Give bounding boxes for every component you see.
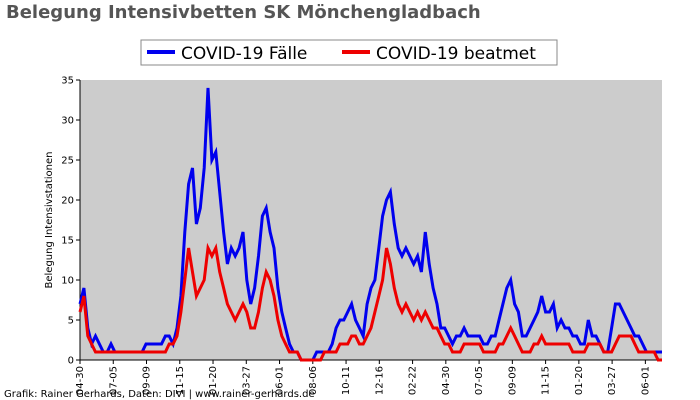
y-tick-label: 20 (61, 196, 74, 207)
x-tick-label: 01-20 (208, 366, 219, 395)
y-axis-label: Belegung Intensivstationen (44, 151, 55, 288)
x-tick-label: 12-16 (374, 366, 385, 395)
x-tick-label: 07-05 (108, 366, 119, 395)
legend-label-cases: COVID-19 Fälle (181, 44, 307, 64)
credit-line: Grafik: Rainer Gerhards, Daten: DIVI | w… (4, 389, 315, 400)
x-tick-label: 01-20 (574, 366, 585, 395)
x-tick-label: 08-06 (308, 366, 319, 395)
y-tick-label: 5 (68, 316, 74, 327)
x-tick-label: 10-11 (341, 366, 352, 395)
plot-area (80, 80, 662, 360)
x-tick-label: 09-09 (507, 366, 518, 395)
series-line-ventilated (78, 242, 662, 362)
x-tick-label: 07-05 (474, 366, 485, 395)
y-tick-label: 10 (61, 276, 74, 287)
x-tick-label: 11-15 (541, 366, 552, 395)
legend-label-ventilated: COVID-19 beatmet (376, 44, 536, 64)
y-tick-label: 15 (61, 236, 74, 247)
x-tick-label: 11-15 (175, 366, 186, 395)
x-tick-label: 04-30 (75, 366, 86, 395)
x-axis: 04-30 07-05 09-09 11-15 01-20 03-27 06-01 08-06… (75, 359, 662, 395)
y-tick-label: 30 (61, 116, 74, 127)
y-tick-label: 35 (61, 76, 74, 87)
x-tick-label: 03-27 (607, 366, 618, 395)
legend: COVID-19 Fälle COVID-19 beatmet (140, 39, 558, 66)
x-tick-label: 03-27 (241, 366, 252, 395)
y-tick-label: 25 (61, 156, 74, 167)
x-tick-label: 09-09 (142, 366, 153, 395)
x-tick-label: 06-01 (275, 366, 286, 395)
x-tick-label: 06-01 (640, 366, 651, 395)
chart-title: Belegung Intensivbetten SK Mönchengladba… (6, 2, 481, 23)
series-layer (78, 87, 662, 362)
y-axis: 0 5 10 15 20 25 30 35 (61, 76, 81, 367)
x-tick-label: 02-22 (408, 366, 419, 395)
y-tick-label: 0 (68, 356, 74, 367)
x-tick-label: 04-30 (441, 366, 452, 395)
